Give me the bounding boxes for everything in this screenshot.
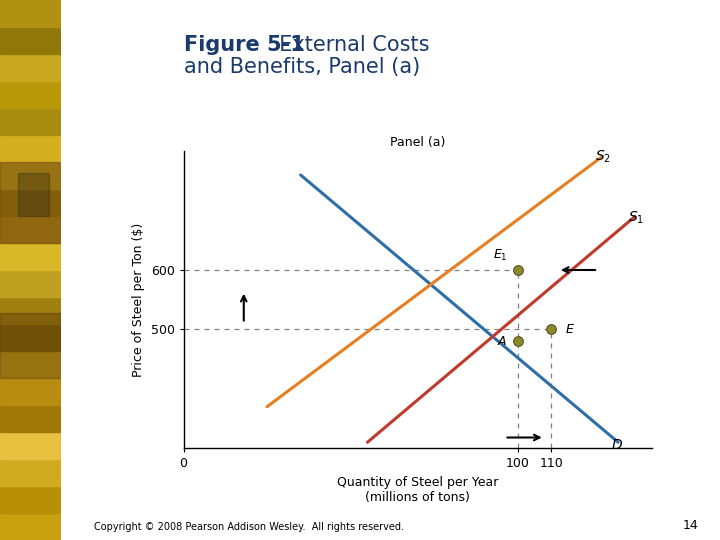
Bar xyxy=(0,270,61,297)
Bar xyxy=(0,216,61,243)
Y-axis label: Price of Steel per Ton ($): Price of Steel per Ton ($) xyxy=(132,222,145,377)
Text: $A$: $A$ xyxy=(498,335,508,348)
Title: Panel (a): Panel (a) xyxy=(390,136,445,148)
Bar xyxy=(0,378,61,405)
Bar xyxy=(0,135,61,162)
Bar xyxy=(0,324,61,351)
Bar xyxy=(0,0,61,27)
Text: Copyright © 2008 Pearson Addison Wesley.  All rights reserved.: Copyright © 2008 Pearson Addison Wesley.… xyxy=(94,522,404,532)
X-axis label: Quantity of Steel per Year
(millions of tons): Quantity of Steel per Year (millions of … xyxy=(337,476,498,504)
Bar xyxy=(0,162,61,243)
Bar xyxy=(0,27,61,54)
Bar xyxy=(0,432,61,459)
Bar xyxy=(0,189,61,216)
Text: 14: 14 xyxy=(683,519,698,532)
Bar xyxy=(0,351,61,378)
Text: Figure 5-1: Figure 5-1 xyxy=(184,35,305,55)
Bar xyxy=(0,162,61,189)
Bar xyxy=(0,108,61,135)
Text: $S_1$: $S_1$ xyxy=(628,210,644,226)
Text: External Costs: External Costs xyxy=(266,35,430,55)
Text: $S_2$: $S_2$ xyxy=(595,149,611,165)
Text: $E$: $E$ xyxy=(564,323,575,336)
Text: and Benefits, Panel (a): and Benefits, Panel (a) xyxy=(184,57,420,77)
Bar xyxy=(0,405,61,432)
Bar xyxy=(0,459,61,486)
Bar xyxy=(0,313,61,378)
Text: $E_1$: $E_1$ xyxy=(493,248,508,263)
Bar xyxy=(0,243,61,270)
Bar xyxy=(0,81,61,108)
Bar xyxy=(19,173,49,216)
Text: $D$: $D$ xyxy=(611,437,624,451)
Bar xyxy=(0,54,61,81)
Bar xyxy=(0,297,61,324)
Bar xyxy=(0,486,61,513)
Bar xyxy=(0,513,61,540)
